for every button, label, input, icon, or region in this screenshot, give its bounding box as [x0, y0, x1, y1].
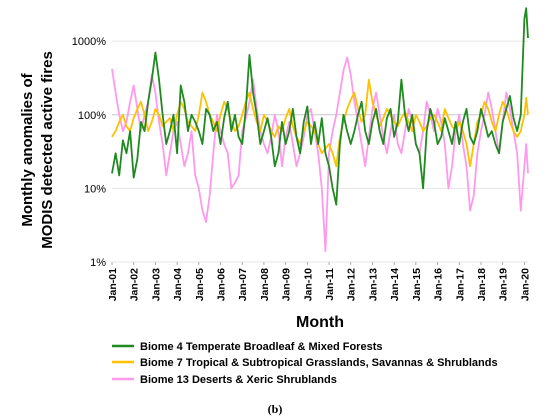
x-tick-label: Jan-02 — [129, 268, 141, 301]
legend-label: Biome 4 Temperate Broadleaf & Mixed Fore… — [140, 341, 382, 353]
x-tick-label: Jan-08 — [259, 268, 271, 301]
y-axis-title-line-2: MODIS detected active fires — [39, 51, 56, 249]
x-axis-ticks: Jan-01 Jan-02 Jan-03 Jan-04 Jan-05 Jan-06 Jan-… — [107, 262, 531, 301]
x-tick-label: Jan-01 — [107, 268, 119, 301]
y-tick-label: 10% — [84, 183, 106, 195]
x-tick-label: Jan-19 — [498, 268, 510, 301]
series-line-3 — [111, 56, 529, 253]
y-tick-label: 1% — [90, 257, 106, 269]
legend-label: Biome 7 Tropical & Subtropical Grassland… — [140, 357, 498, 369]
x-tick-label: Jan-12 — [346, 268, 358, 301]
x-tick-label: Jan-11 — [324, 268, 336, 301]
y-tick-label: 100% — [78, 110, 106, 122]
legend: Biome 4 Temperate Broadleaf & Mixed Fore… — [112, 341, 498, 386]
x-tick-label: Jan-04 — [172, 268, 184, 301]
figure-caption: (b) — [268, 402, 283, 416]
series-lines — [111, 7, 529, 253]
x-tick-label: Jan-17 — [454, 268, 466, 301]
x-tick-label: Jan-16 — [433, 268, 445, 301]
x-tick-label: Jan-10 — [302, 268, 314, 301]
x-tick-label: Jan-05 — [194, 268, 206, 301]
x-tick-label: Jan-06 — [216, 268, 228, 301]
x-tick-label: Jan-14 — [389, 268, 401, 301]
y-tick-label: 1000% — [72, 36, 106, 48]
series-line-1 — [111, 7, 529, 206]
x-tick-label: Jan-18 — [476, 268, 488, 301]
legend-label: Biome 13 Deserts & Xeric Shrublands — [140, 374, 337, 386]
x-tick-label: Jan-09 — [281, 268, 293, 301]
y-axis-ticks: 1% 10% 100% 1000% — [72, 36, 106, 269]
x-tick-label: Jan-07 — [237, 268, 249, 301]
plot-area — [112, 40, 528, 263]
y-axis-title-line-1: Monthly anomalies of — [19, 72, 36, 226]
x-tick-label: Jan-03 — [150, 268, 162, 301]
x-axis-title: Month — [296, 314, 344, 331]
x-tick-label: Jan-15 — [411, 268, 423, 301]
x-tick-label: Jan-13 — [367, 268, 379, 301]
x-tick-label: Jan-20 — [519, 268, 531, 301]
